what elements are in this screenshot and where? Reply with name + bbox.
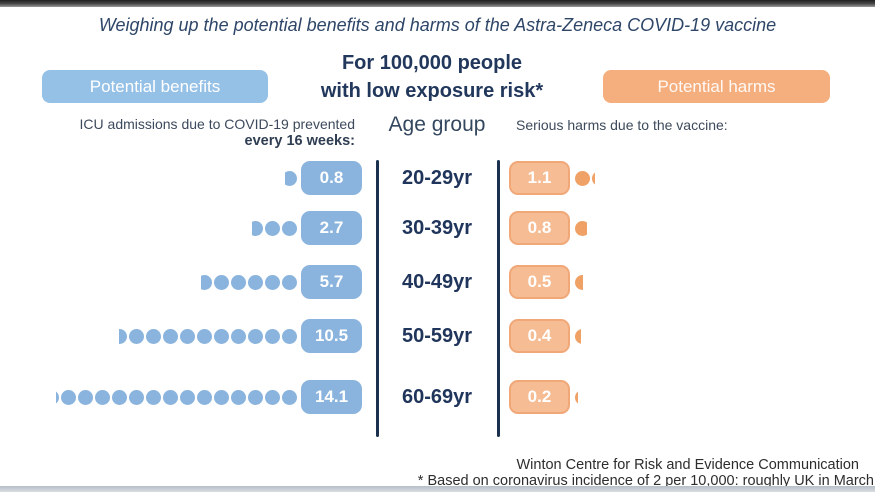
benefits-pictogram-dot [231,328,246,344]
benefits-pictogram-dot [163,389,178,405]
age-group-label: 20-29yr [401,167,473,189]
benefit-dots [0,211,297,245]
harms-pictogram-dot-partial [575,328,581,344]
benefits-pictogram-dot [214,274,229,290]
chart-row: 2.7 30-39yr 0.8 [0,211,875,245]
benefits-pictogram-dot [214,328,229,344]
benefits-pictogram-dot [95,389,110,405]
benefits-column-header: ICU admissions due to COVID-19 prevented… [40,116,355,149]
harms-pictogram-dot [575,389,578,405]
benefits-pictogram-dot [265,220,280,236]
center-heading-line1: For 100,000 people [341,52,523,74]
credit-text: Winton Centre for Risk and Evidence Comm… [516,457,859,473]
benefits-pictogram-dot [146,389,161,405]
benefits-pictogram-dot [285,170,297,186]
benefits-pictogram-dot [248,274,263,290]
benefits-pictogram-dot-partial [252,220,263,236]
benefits-pictogram-dot [56,389,59,405]
chart-row: 0.8 20-29yr 1.1 [0,161,875,195]
harms-pictogram-dot-partial [575,389,578,405]
window-bottom-edge [0,486,875,492]
harm-value-box: 0.8 [509,211,570,245]
benefits-pictogram-dot [129,389,144,405]
benefits-pictogram-dot [180,389,195,405]
age-group-label: 60-69yr [401,386,473,408]
benefits-pictogram-dot-partial [56,389,59,405]
harms-pictogram-dot-partial [575,220,587,236]
center-heading: For 100,000 people with low exposure ris… [287,49,577,105]
benefits-pictogram-dot [265,328,280,344]
benefit-value-box: 2.7 [301,211,362,245]
benefits-pictogram-dot-partial [285,170,297,186]
benefits-pictogram-dot [214,389,229,405]
benefit-dots [0,319,297,353]
harms-pictogram-dot [575,220,587,236]
benefits-pictogram-dot [231,389,246,405]
benefits-pictogram-dot [248,389,263,405]
benefits-legend-pill: Potential benefits [42,70,268,103]
age-group-label: 50-59yr [401,325,473,347]
benefit-dots [0,161,297,195]
harms-pictogram-dot-partial [592,170,595,186]
benefits-pictogram-dot [282,220,297,236]
benefit-value-box: 0.8 [301,161,362,195]
benefits-header-line2: every 16 weeks: [244,133,355,149]
benefits-pictogram-dot-partial [201,274,212,290]
benefits-pictogram-dot [282,328,297,344]
benefits-pictogram-dot [197,389,212,405]
harm-value-box: 0.2 [509,380,570,414]
benefits-pictogram-dot [248,328,263,344]
benefits-pictogram-dot [119,328,127,344]
age-group-label: 30-39yr [401,217,473,239]
benefits-pictogram-dot [282,389,297,405]
benefits-pictogram-dot [282,274,297,290]
right-divider-line [497,160,500,437]
benefit-dots [0,380,297,414]
benefits-pictogram-dot [163,328,178,344]
benefits-pictogram-dot [61,389,76,405]
benefits-pictogram-dot [252,220,263,236]
page-title: Weighing up the potential benefits and h… [98,15,777,35]
age-column-header: Age group [388,113,486,136]
benefits-pictogram-dot [112,389,127,405]
benefits-pictogram-dot-partial [119,328,127,344]
benefit-value-box: 5.7 [301,265,362,299]
benefits-pictogram-dot [265,389,280,405]
benefits-pictogram-dot [180,328,195,344]
harms-pictogram-dot [575,328,581,344]
harms-legend-pill: Potential harms [603,70,830,103]
benefit-value-box: 10.5 [301,319,362,353]
benefits-pictogram-dot [146,328,161,344]
chart-row: 5.7 40-49yr 0.5 [0,265,875,299]
left-divider-line [376,160,379,437]
harm-dots [575,161,870,195]
harms-pictogram-dot [575,170,590,186]
harm-value-box: 0.5 [509,265,570,299]
benefits-header-line1: ICU admissions due to COVID-19 prevented [79,116,355,132]
harm-dots [575,265,870,299]
age-group-label: 40-49yr [401,271,473,293]
chart-row: 14.1 60-69yr 0.2 [0,380,875,414]
harm-dots [575,380,870,414]
harms-pictogram-dot [592,170,595,186]
benefits-pictogram-dot [197,328,212,344]
window-top-edge [0,0,875,7]
harms-pictogram-dot-partial [575,274,583,290]
benefits-pictogram-dot [231,274,246,290]
footnote-text: * Based on coronavirus incidence of 2 pe… [417,473,874,489]
center-heading-line2: with low exposure risk* [320,80,544,102]
harm-dots [575,319,870,353]
benefits-pictogram-dot [129,328,144,344]
harm-value-box: 1.1 [509,161,570,195]
benefit-value-box: 14.1 [301,380,362,414]
chart-row: 10.5 50-59yr 0.4 [0,319,875,353]
benefits-pictogram-dot [78,389,93,405]
harm-value-box: 0.4 [509,319,570,353]
harm-dots [575,211,870,245]
harms-pictogram-dot [575,274,583,290]
benefit-dots [0,265,297,299]
benefits-pictogram-dot [201,274,212,290]
benefits-pictogram-dot [265,274,280,290]
harms-column-header: Serious harms due to the vaccine: [516,117,728,133]
